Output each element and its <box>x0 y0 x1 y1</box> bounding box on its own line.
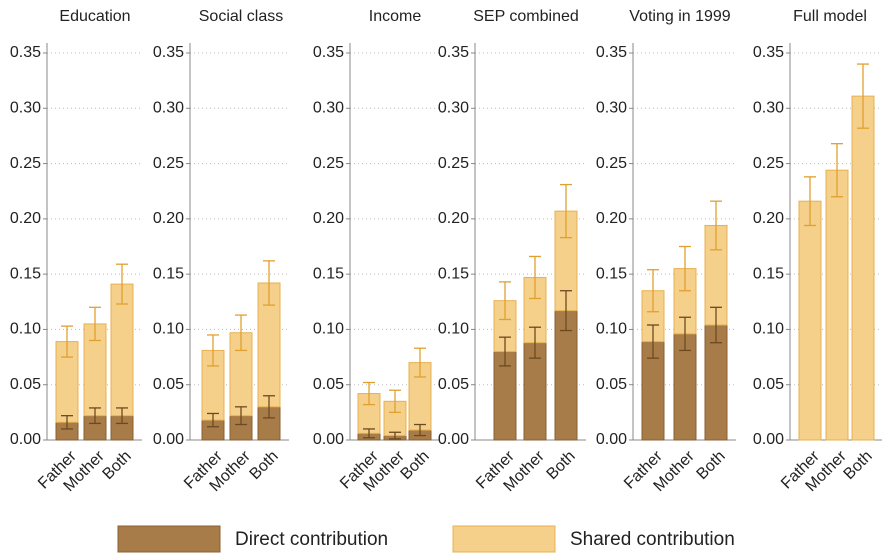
y-tick-label: 0.20 <box>753 210 784 227</box>
y-tick-label: 0.00 <box>10 431 41 448</box>
y-tick-label: 0.25 <box>10 155 41 172</box>
x-tick-label: Both <box>694 448 729 483</box>
y-tick-label: 0.25 <box>438 155 469 172</box>
y-tick-label: 0.30 <box>153 100 184 117</box>
panel-title: SEP combined <box>473 8 579 25</box>
y-tick-label: 0.00 <box>596 431 627 448</box>
y-tick-label: 0.35 <box>313 44 344 61</box>
x-tick-label: Both <box>247 448 282 483</box>
y-tick-label: 0.15 <box>313 265 344 282</box>
y-tick-label: 0.35 <box>10 44 41 61</box>
y-tick-label: 0.05 <box>753 376 784 393</box>
y-tick-label: 0.35 <box>153 44 184 61</box>
legend-swatch <box>117 525 221 553</box>
panel-title: Education <box>59 8 130 25</box>
y-tick-label: 0.15 <box>596 265 627 282</box>
y-tick-label: 0.30 <box>596 100 627 117</box>
y-tick-label: 0.10 <box>10 321 41 338</box>
legend-label: Direct contribution <box>235 529 388 550</box>
y-tick-label: 0.05 <box>596 376 627 393</box>
y-tick-label: 0.00 <box>753 431 784 448</box>
x-tick-label: Both <box>398 448 433 483</box>
y-tick-label: 0.10 <box>313 321 344 338</box>
bar <box>798 200 822 441</box>
y-tick-label: 0.25 <box>596 155 627 172</box>
x-tick-label: Both <box>100 448 135 483</box>
panel-title: Income <box>369 8 422 25</box>
y-tick-label: 0.20 <box>10 210 41 227</box>
y-tick-label: 0.10 <box>596 321 627 338</box>
y-tick-label: 0.20 <box>153 210 184 227</box>
y-tick-label: 0.15 <box>438 265 469 282</box>
y-tick-label: 0.05 <box>313 376 344 393</box>
y-tick-label: 0.35 <box>438 44 469 61</box>
y-tick-label: 0.35 <box>596 44 627 61</box>
y-tick-label: 0.05 <box>10 376 41 393</box>
panel-title: Full model <box>793 8 867 25</box>
y-tick-label: 0.15 <box>153 265 184 282</box>
panel-title: Social class <box>199 8 283 25</box>
x-tick-label: Both <box>544 448 579 483</box>
y-tick-label: 0.05 <box>153 376 184 393</box>
y-tick-label: 0.25 <box>153 155 184 172</box>
y-tick-label: 0.30 <box>313 100 344 117</box>
y-tick-label: 0.25 <box>753 155 784 172</box>
x-tick-label: Both <box>841 448 876 483</box>
y-tick-label: 0.00 <box>153 431 184 448</box>
y-tick-label: 0.20 <box>596 210 627 227</box>
panel-title: Voting in 1999 <box>629 8 731 25</box>
y-tick-label: 0.10 <box>153 321 184 338</box>
y-tick-label: 0.00 <box>438 431 469 448</box>
y-tick-label: 0.10 <box>753 321 784 338</box>
y-tick-label: 0.15 <box>10 265 41 282</box>
y-tick-label: 0.30 <box>10 100 41 117</box>
y-tick-label: 0.20 <box>313 210 344 227</box>
y-tick-label: 0.15 <box>753 265 784 282</box>
y-tick-label: 0.00 <box>313 431 344 448</box>
y-tick-label: 0.30 <box>753 100 784 117</box>
y-tick-label: 0.25 <box>313 155 344 172</box>
bar <box>825 169 849 441</box>
y-tick-label: 0.05 <box>438 376 469 393</box>
legend-label: Shared contribution <box>570 529 735 550</box>
y-tick-label: 0.20 <box>438 210 469 227</box>
y-tick-label: 0.35 <box>753 44 784 61</box>
y-tick-label: 0.10 <box>438 321 469 338</box>
bar <box>851 95 875 441</box>
y-tick-label: 0.30 <box>438 100 469 117</box>
legend-swatch <box>452 525 556 553</box>
